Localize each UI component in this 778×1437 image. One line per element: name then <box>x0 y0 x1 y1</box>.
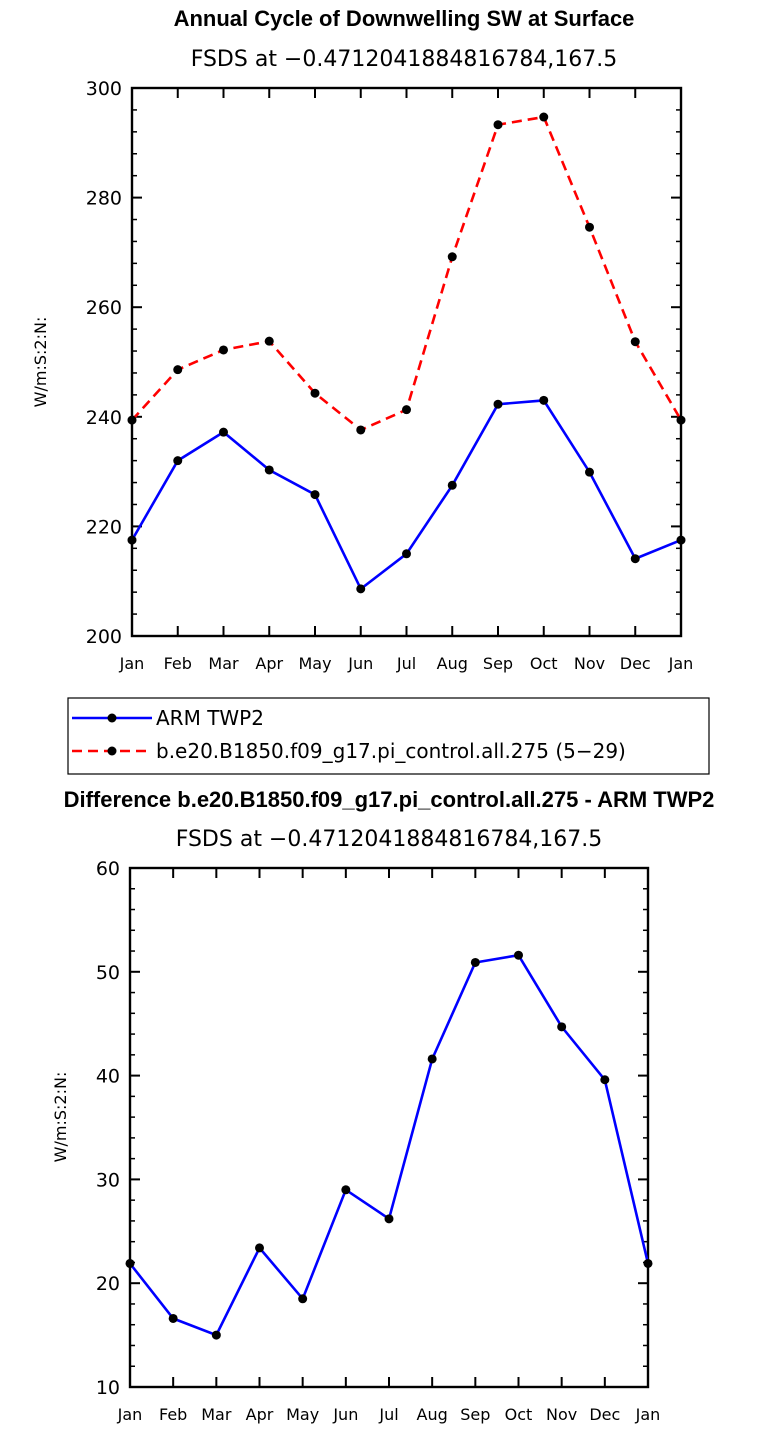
chart1-xtick-label: Nov <box>574 654 605 673</box>
chart2-xtick-label: Mar <box>201 1405 232 1424</box>
chart1-xtick-label: Jan <box>119 654 145 673</box>
chart1-xtick-label: Aug <box>437 654 468 673</box>
chart1-series-0-point <box>585 467 594 477</box>
chart2-ytick-label: 20 <box>96 1273 120 1295</box>
chart2-series-0-point <box>255 1243 264 1253</box>
chart1-ytick-label: 200 <box>86 626 122 648</box>
chart2-ytick-label: 50 <box>96 962 120 984</box>
chart2-xtick-label: Jun <box>332 1405 358 1424</box>
chart1-xtick-label: May <box>298 654 331 673</box>
chart1-ytick-label: 240 <box>86 407 122 429</box>
legend-label-model: b.e20.B1850.f09_g17.pi_control.all.275 (… <box>156 739 626 763</box>
chart1-series-1-point <box>310 388 320 398</box>
chart1-ytick-label: 260 <box>86 297 122 319</box>
chart2-ytick-label: 30 <box>96 1169 120 1191</box>
chart2-frame <box>128 866 650 1389</box>
chart1-xtick-label: Feb <box>164 654 192 673</box>
chart2-series-0-point <box>211 1330 221 1340</box>
chart2-series-0-point <box>514 950 523 960</box>
chart2-series-0-point <box>600 1075 610 1085</box>
chart1-plot: 200 220 240 260 280 300 Jan Feb Mar Apr May Jun Jul A… <box>86 78 694 673</box>
chart2-xtick-label: Nov <box>546 1405 577 1424</box>
chart1-legend: ARM TWP2 b.e20.B1850.f09_g17.pi_control.… <box>67 697 710 775</box>
chart2-ytick-label: 40 <box>96 1066 120 1088</box>
chart2-xtick-label: Jul <box>378 1405 398 1424</box>
chart1-ytick-label: 280 <box>86 188 122 210</box>
chart2-series-0-line <box>128 953 650 1337</box>
chart1-title: Annual Cycle of Downwelling SW at Surfac… <box>174 6 635 31</box>
chart1-xtick-label: Jun <box>347 654 373 673</box>
chart1-ytick-label: 300 <box>86 78 122 100</box>
chart1-xtick-label: Apr <box>255 654 283 673</box>
chart1-series-0-point <box>493 399 503 409</box>
chart1-xtick-label: Dec <box>620 654 651 673</box>
chart2-xtick-label: Dec <box>589 1405 620 1424</box>
chart2-plot: 10 20 30 40 50 60 Jan Feb Mar Apr May Jun Jul Aug Sep O… <box>96 858 661 1424</box>
chart1-series-0-point <box>264 465 274 475</box>
chart2-ylabel: W/m:S:2:N: <box>51 1072 70 1163</box>
chart1-series-0-point <box>630 554 640 564</box>
chart1-series-0-point <box>310 490 320 500</box>
chart2-xtick-label: Oct <box>505 1405 533 1424</box>
chart2-xtick-label: Apr <box>246 1405 274 1424</box>
legend-marker-arm <box>107 713 117 723</box>
chart1-series-0-point <box>539 395 549 405</box>
chart1-series-0-point <box>356 584 366 594</box>
chart1-series-1-point <box>630 337 640 347</box>
chart1-series-0-point <box>447 480 457 490</box>
chart1-subtitle: FSDS at −0.4712041884816784,167.5 <box>191 47 618 72</box>
chart1-series-1-point <box>539 112 549 122</box>
chart2-xtick-label: May <box>286 1405 319 1424</box>
chart1-series-1-point <box>402 405 411 415</box>
chart2-xtick-label: Feb <box>159 1405 187 1424</box>
chart1-series-0-point <box>402 549 411 559</box>
chart1-series-1-point <box>585 222 594 232</box>
chart1-series-1-point <box>173 365 183 375</box>
chart1-series-0-point <box>219 427 228 437</box>
chart1-xtick-label: Sep <box>483 654 513 673</box>
chart2-title: Difference b.e20.B1850.f09_g17.pi_contro… <box>64 787 715 812</box>
chart2-series-0-point <box>557 1022 567 1032</box>
chart2-series-0-point <box>470 957 480 967</box>
chart2-xtick-label: Aug <box>417 1405 448 1424</box>
chart2-ytick-label: 60 <box>96 858 120 880</box>
chart2-xtick-label: Jan <box>117 1405 143 1424</box>
legend-box <box>67 697 710 775</box>
chart1-series-0-point <box>127 535 137 545</box>
chart1-ylabel: W/m:S:2:N: <box>31 317 50 408</box>
chart1-xtick-label: Jan <box>668 654 694 673</box>
chart2-series-0-point <box>298 1294 308 1304</box>
chart1-xtick-label: Mar <box>208 654 239 673</box>
chart2-subtitle: FSDS at −0.4712041884816784,167.5 <box>176 827 603 852</box>
chart2-ytick-label: 10 <box>96 1377 120 1399</box>
chart2-series-0-point <box>427 1054 437 1064</box>
chart1-series-0-point <box>676 535 686 545</box>
chart1-ytick-label: 220 <box>86 516 122 538</box>
chart2-xtick-label: Jan <box>635 1405 661 1424</box>
chart1-series-1-line <box>131 115 683 432</box>
chart2-series-0-point <box>125 1258 135 1268</box>
chart1-series-0-point <box>173 456 183 466</box>
chart1-series-0-line <box>130 399 682 591</box>
chart1-series-1-point <box>219 345 228 355</box>
chart2-series-0-point <box>384 1214 394 1224</box>
chart2-series-0-point <box>341 1185 351 1195</box>
chart1-xtick-label: Jul <box>396 654 416 673</box>
chart2-series-0-point <box>643 1258 653 1268</box>
chart1-series-1-point <box>127 415 137 425</box>
chart1-series-1-point <box>264 336 274 346</box>
chart1-xtick-label: Oct <box>530 654 558 673</box>
chart2-series-0-point <box>168 1313 178 1323</box>
legend-marker-model <box>107 746 117 756</box>
chart2-xtick-label: Sep <box>460 1405 490 1424</box>
legend-label-arm: ARM TWP2 <box>156 706 264 730</box>
chart1-series-1-point <box>356 425 366 435</box>
chart1-series-1-point <box>676 415 686 425</box>
chart1-series-1-point <box>493 120 503 130</box>
chart1-series-1-point <box>447 252 457 262</box>
